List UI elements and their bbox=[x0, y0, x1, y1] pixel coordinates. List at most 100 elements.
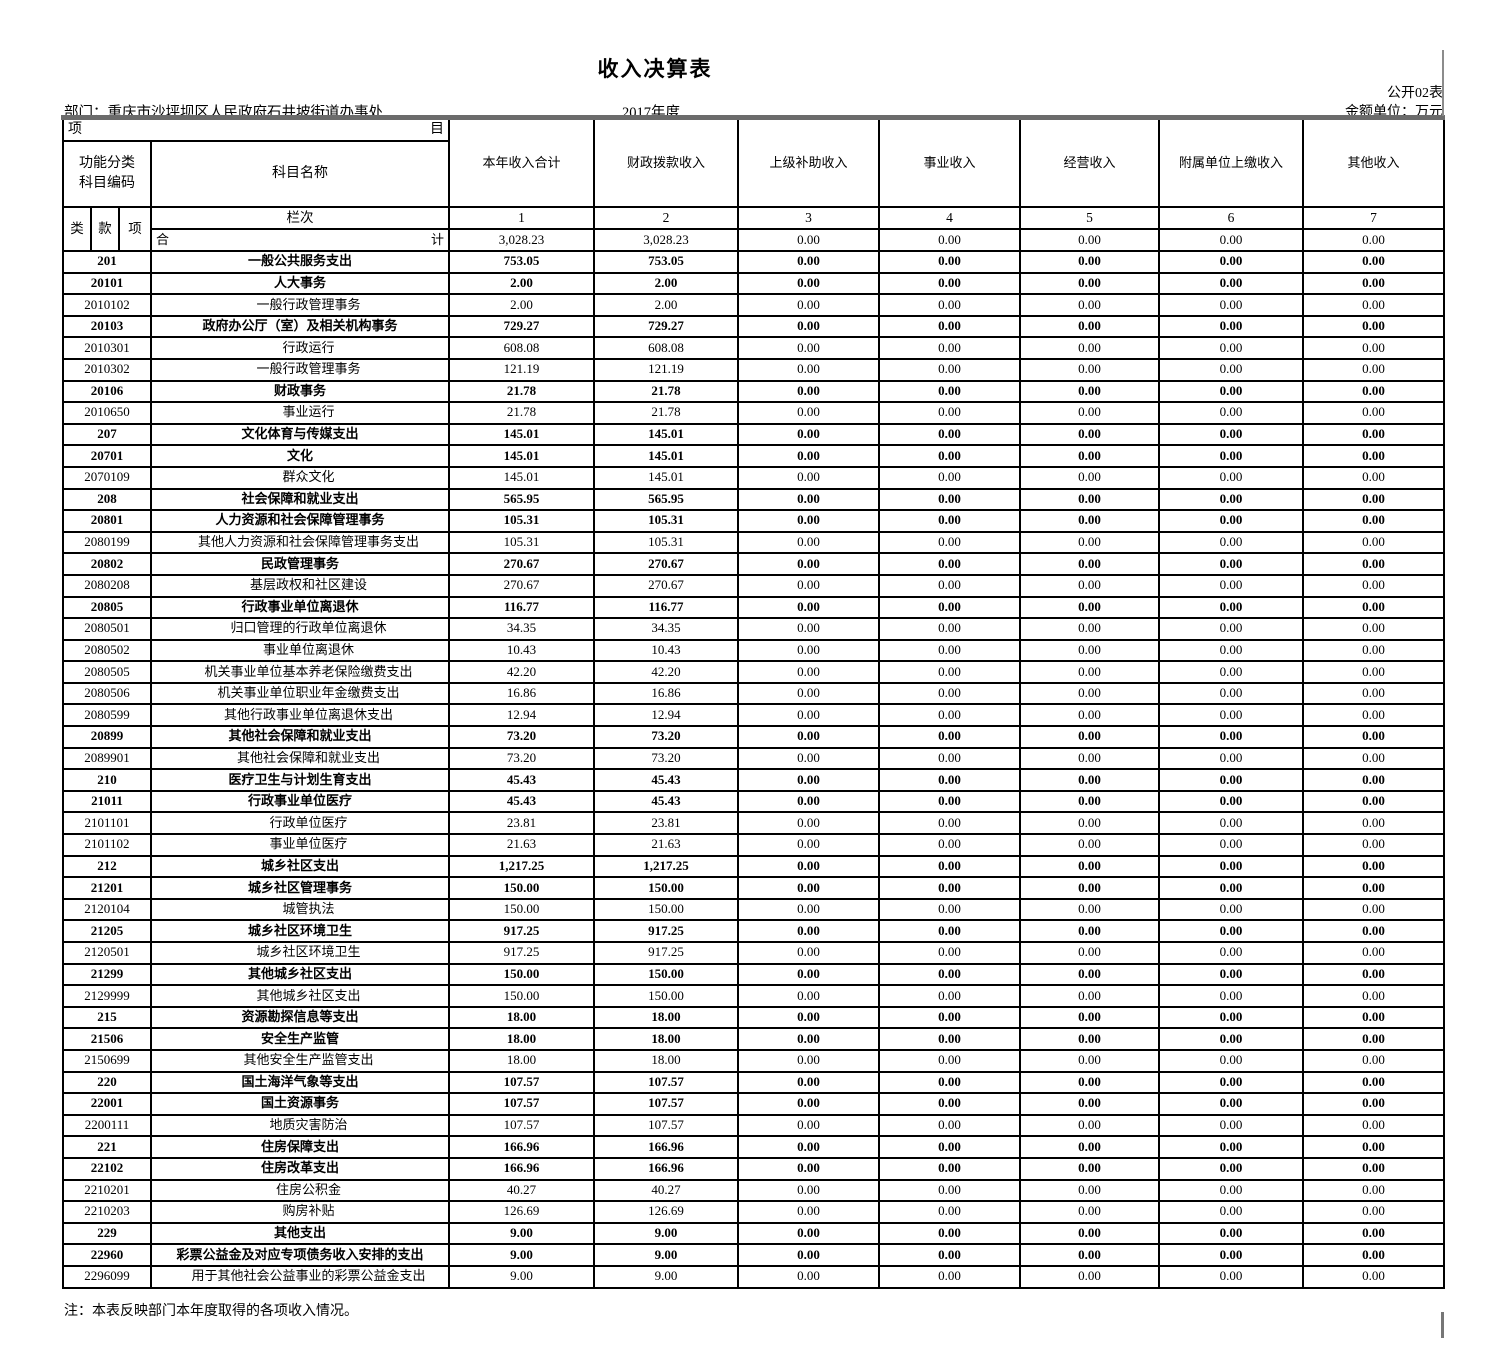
row-value: 0.00 bbox=[1302, 509, 1445, 533]
row-value: 0.00 bbox=[878, 897, 1021, 922]
row-value: 0.00 bbox=[1019, 595, 1160, 620]
row-subject-name: 人力资源和社会保障管理事务 bbox=[150, 509, 450, 533]
row-value: 9.00 bbox=[448, 1221, 595, 1246]
row-value: 0.00 bbox=[1019, 681, 1160, 706]
row-value: 2.00 bbox=[448, 293, 595, 317]
row-subject-name: 行政事业单位离退休 bbox=[150, 595, 450, 620]
total-label-left: 合 bbox=[156, 231, 170, 247]
row-value: 0.00 bbox=[878, 725, 1021, 749]
header-row-lanci: 类 款 项 栏次 1 2 3 4 5 6 7 bbox=[62, 206, 1445, 252]
row-subject-name: 行政事业单位医疗 bbox=[150, 789, 450, 814]
col-header-superior-subsidy: 上级补助收入 bbox=[737, 118, 880, 208]
row-subject-name: 住房改革支出 bbox=[150, 1156, 450, 1181]
row-value: 10.43 bbox=[448, 638, 595, 663]
code-sub-kuan: 款 bbox=[90, 206, 120, 252]
row-value: 73.20 bbox=[448, 746, 595, 771]
row-value: 150.00 bbox=[448, 876, 595, 900]
row-value: 0.00 bbox=[1019, 1156, 1160, 1181]
row-subject-name: 文化 bbox=[150, 444, 450, 468]
row-code: 21011 bbox=[62, 789, 152, 814]
row-value: 0.00 bbox=[1019, 660, 1160, 684]
row-code: 21201 bbox=[62, 876, 152, 900]
row-value: 0.00 bbox=[737, 357, 880, 382]
row-value: 0.00 bbox=[1302, 1070, 1445, 1095]
row-value: 73.20 bbox=[448, 725, 595, 749]
row-value: 145.01 bbox=[593, 465, 739, 490]
table-row: 2120501 城乡社区环境卫生 917.25 917.25 0.00 0.00 0.00 0… bbox=[62, 941, 1445, 965]
row-value: 0.00 bbox=[737, 897, 880, 922]
row-value: 0.00 bbox=[737, 1005, 880, 1030]
row-value: 0.00 bbox=[878, 876, 1021, 900]
row-value: 0.00 bbox=[1158, 789, 1304, 814]
row-value: 0.00 bbox=[1019, 250, 1160, 274]
row-value: 0.00 bbox=[1302, 768, 1445, 792]
row-code: 2010650 bbox=[62, 401, 152, 425]
row-value: 18.00 bbox=[448, 1048, 595, 1073]
row-value: 0.00 bbox=[1302, 250, 1445, 274]
row-value: 753.05 bbox=[448, 250, 595, 274]
table-row: 220 国土海洋气象等支出 107.57 107.57 0.00 0.00 0.00 0.00… bbox=[62, 1070, 1445, 1095]
row-value: 0.00 bbox=[737, 984, 880, 1008]
row-value: 0.00 bbox=[737, 768, 880, 792]
row-value: 0.00 bbox=[737, 293, 880, 317]
row-value: 73.20 bbox=[593, 746, 739, 771]
row-value: 18.00 bbox=[593, 1048, 739, 1073]
row-value: 0.00 bbox=[1019, 1178, 1160, 1203]
total-value: 0.00 bbox=[1019, 228, 1160, 252]
row-value: 150.00 bbox=[593, 876, 739, 900]
row-value: 917.25 bbox=[593, 941, 739, 965]
code-sub-lei: 类 bbox=[62, 206, 92, 252]
row-value: 0.00 bbox=[1302, 919, 1445, 943]
row-value: 0.00 bbox=[1302, 897, 1445, 922]
row-code: 2129999 bbox=[62, 984, 152, 1008]
row-subject-name: 住房保障支出 bbox=[150, 1135, 450, 1159]
row-value: 0.00 bbox=[878, 509, 1021, 533]
table-row: 21506 安全生产监管 18.00 18.00 0.00 0.00 0.00 0.00 0.0… bbox=[62, 1027, 1445, 1051]
table-row: 20801 人力资源和社会保障管理事务 105.31 105.31 0.00 0.00 0.… bbox=[62, 509, 1445, 533]
row-subject-name: 群众文化 bbox=[150, 465, 450, 490]
page-edge-mark-bottom bbox=[1441, 1312, 1444, 1338]
row-value: 0.00 bbox=[1158, 725, 1304, 749]
table-row: 2080199 其他人力资源和社会保障管理事务支出 105.31 105.31 0.00… bbox=[62, 530, 1445, 555]
row-code: 2150699 bbox=[62, 1048, 152, 1073]
table-row: 2010301 行政运行 608.08 608.08 0.00 0.00 0.00 0.00 0… bbox=[62, 336, 1445, 360]
row-value: 0.00 bbox=[1019, 1243, 1160, 1267]
row-value: 0.00 bbox=[878, 1113, 1021, 1138]
row-value: 0.00 bbox=[1302, 1243, 1445, 1267]
row-value: 0.00 bbox=[737, 811, 880, 836]
row-value: 0.00 bbox=[1158, 746, 1304, 771]
row-value: 116.77 bbox=[448, 595, 595, 620]
row-value: 0.00 bbox=[737, 1070, 880, 1095]
row-value: 0.00 bbox=[1158, 1135, 1304, 1159]
row-value: 0.00 bbox=[1019, 336, 1160, 360]
row-value: 105.31 bbox=[593, 509, 739, 533]
row-value: 16.86 bbox=[593, 681, 739, 706]
row-code: 22102 bbox=[62, 1156, 152, 1181]
col-number-1: 1 bbox=[448, 206, 595, 230]
row-value: 0.00 bbox=[878, 811, 1021, 836]
row-value: 0.00 bbox=[1302, 1113, 1445, 1138]
row-subject-name: 其他社会保障和就业支出 bbox=[150, 725, 450, 749]
row-subject-name: 城管执法 bbox=[150, 897, 450, 922]
row-value: 0.00 bbox=[1158, 1048, 1304, 1073]
row-value: 0.00 bbox=[1019, 379, 1160, 404]
row-code: 22001 bbox=[62, 1092, 152, 1116]
row-value: 0.00 bbox=[1019, 876, 1160, 900]
row-value: 270.67 bbox=[593, 552, 739, 576]
row-value: 0.00 bbox=[1302, 1264, 1445, 1289]
row-value: 608.08 bbox=[593, 336, 739, 360]
row-value: 729.27 bbox=[448, 314, 595, 339]
row-value: 10.43 bbox=[593, 638, 739, 663]
row-subject-name: 城乡社区环境卫生 bbox=[150, 941, 450, 965]
row-code: 2080599 bbox=[62, 703, 152, 728]
row-subject-name: 地质灾害防治 bbox=[150, 1113, 450, 1138]
table-row: 2080501 归口管理的行政单位离退休 34.35 34.35 0.00 0.00 0.0… bbox=[62, 617, 1445, 641]
row-value: 0.00 bbox=[1019, 1092, 1160, 1116]
table-row: 2070109 群众文化 145.01 145.01 0.00 0.00 0.00 0.00 0… bbox=[62, 465, 1445, 490]
row-subject-name: 购房补贴 bbox=[150, 1200, 450, 1224]
row-value: 0.00 bbox=[878, 293, 1021, 317]
row-subject-name: 城乡社区管理事务 bbox=[150, 876, 450, 900]
table-row: 2101101 行政单位医疗 23.81 23.81 0.00 0.00 0.00 0.00 0… bbox=[62, 811, 1445, 836]
row-value: 0.00 bbox=[737, 1156, 880, 1181]
row-value: 0.00 bbox=[1019, 897, 1160, 922]
